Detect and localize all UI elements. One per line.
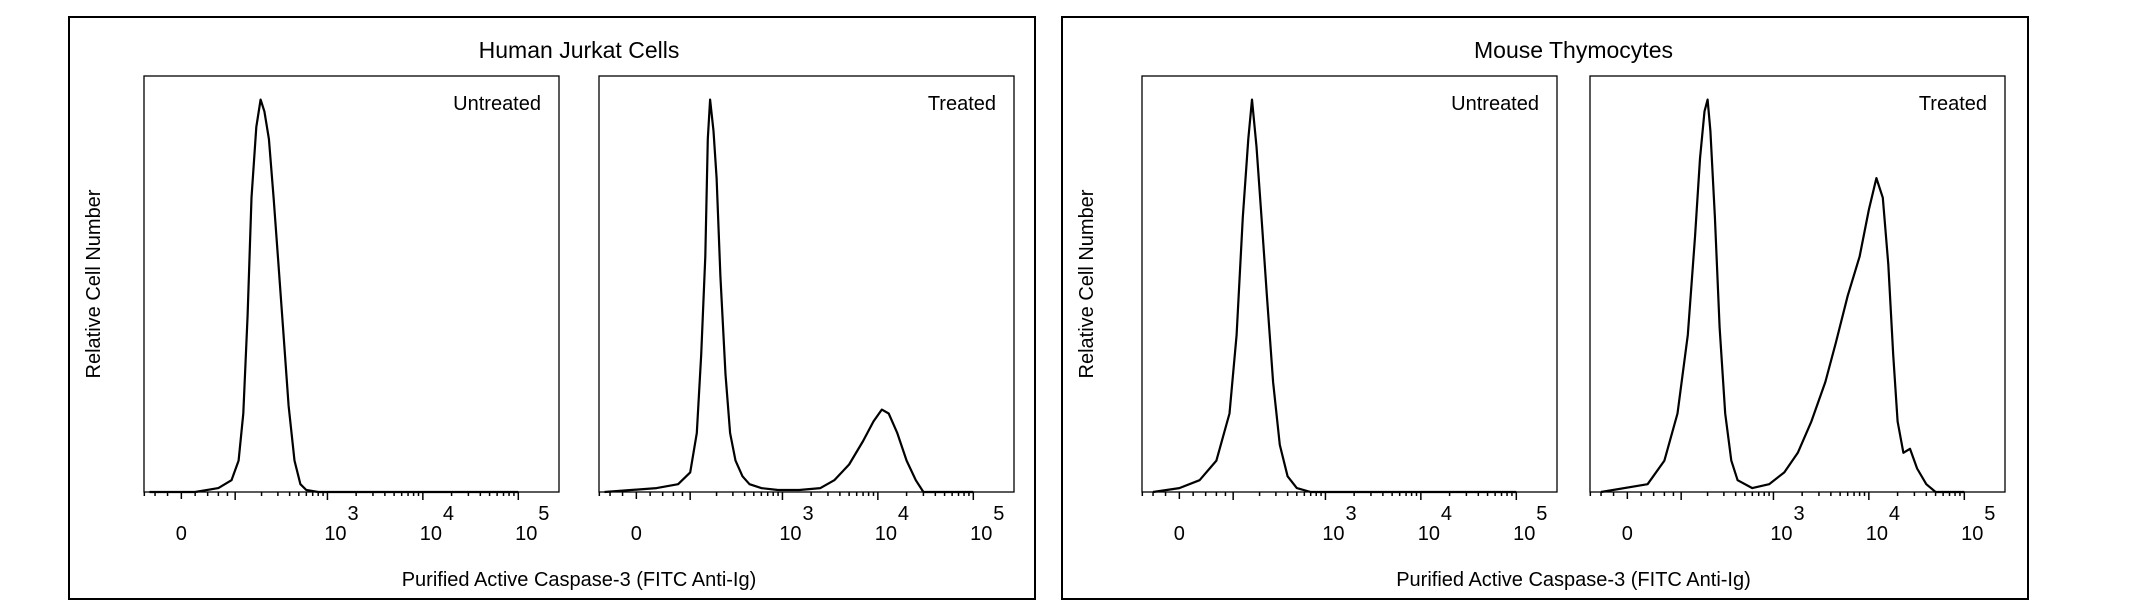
tick-base: 10 bbox=[1961, 523, 1983, 545]
x-tick-label: 103 bbox=[1322, 503, 1356, 545]
plot-frame bbox=[143, 75, 560, 493]
tick-base: 0 bbox=[1174, 523, 1185, 545]
group-frame bbox=[1061, 16, 2029, 600]
plot-frame bbox=[1141, 75, 1558, 493]
tick-exponent: 4 bbox=[898, 503, 909, 525]
tick-base: 10 bbox=[420, 523, 442, 545]
x-tick-label: 104 bbox=[420, 503, 454, 545]
x-tick-label: 0 bbox=[631, 523, 642, 545]
x-tick-label: 105 bbox=[1961, 503, 1995, 545]
histogram-curve bbox=[1600, 98, 1965, 494]
tick-base: 0 bbox=[1622, 523, 1633, 545]
x-axis-label: Purified Active Caspase-3 (FITC Anti-Ig) bbox=[402, 569, 757, 591]
x-tick-label: 0 bbox=[1622, 523, 1633, 545]
histogram-curve bbox=[1152, 98, 1517, 494]
tick-base: 10 bbox=[779, 523, 801, 545]
tick-base: 10 bbox=[1322, 523, 1344, 545]
tick-base: 0 bbox=[176, 523, 187, 545]
x-axis-ticks bbox=[1589, 492, 1966, 500]
x-axis-ticks bbox=[143, 492, 520, 500]
x-tick-label: 103 bbox=[1770, 503, 1804, 545]
tick-exponent: 4 bbox=[1441, 503, 1452, 525]
group-title: Mouse Thymocytes bbox=[1474, 37, 1673, 63]
x-tick-label: 103 bbox=[779, 503, 813, 545]
tick-base: 10 bbox=[1866, 523, 1888, 545]
x-axis-ticks bbox=[1141, 492, 1518, 500]
histogram-curve bbox=[604, 98, 974, 494]
panel-label: Treated bbox=[928, 93, 996, 115]
y-axis-label: Relative Cell Number bbox=[83, 189, 105, 378]
y-axis-label: Relative Cell Number bbox=[1076, 189, 1098, 378]
x-tick-label: 105 bbox=[1513, 503, 1547, 545]
x-tick-label: 103 bbox=[324, 503, 358, 545]
tick-base: 10 bbox=[970, 523, 992, 545]
chart-group-1: Human Jurkat Cells Purified Active Caspas… bbox=[68, 16, 1036, 600]
x-tick-label: 104 bbox=[1418, 503, 1452, 545]
plot-frame bbox=[598, 75, 1015, 493]
tick-base: 0 bbox=[631, 523, 642, 545]
panel-label: Untreated bbox=[1451, 93, 1539, 115]
tick-exponent: 3 bbox=[802, 503, 813, 525]
x-axis-ticks bbox=[598, 492, 975, 500]
group-title: Human Jurkat Cells bbox=[479, 37, 680, 63]
x-tick-label: 105 bbox=[515, 503, 549, 545]
panel-label: Treated bbox=[1919, 93, 1987, 115]
tick-exponent: 5 bbox=[1984, 503, 1995, 525]
tick-base: 10 bbox=[324, 523, 346, 545]
tick-base: 10 bbox=[1513, 523, 1535, 545]
x-tick-label: 0 bbox=[1174, 523, 1185, 545]
tick-exponent: 3 bbox=[347, 503, 358, 525]
x-tick-label: 104 bbox=[875, 503, 909, 545]
x-axis-label: Purified Active Caspase-3 (FITC Anti-Ig) bbox=[1396, 569, 1751, 591]
x-tick-label: 0 bbox=[176, 523, 187, 545]
tick-exponent: 5 bbox=[1536, 503, 1547, 525]
tick-exponent: 4 bbox=[443, 503, 454, 525]
histogram-curve bbox=[149, 98, 519, 494]
tick-base: 10 bbox=[515, 523, 537, 545]
x-tick-label: 104 bbox=[1866, 503, 1900, 545]
tick-exponent: 3 bbox=[1793, 503, 1804, 525]
chart-group-2: Mouse Thymocytes Purified Active Caspase-… bbox=[1061, 16, 2029, 600]
tick-base: 10 bbox=[1418, 523, 1440, 545]
tick-exponent: 3 bbox=[1345, 503, 1356, 525]
panel-label: Untreated bbox=[453, 93, 541, 115]
x-tick-label: 105 bbox=[970, 503, 1004, 545]
tick-exponent: 5 bbox=[538, 503, 549, 525]
plot-frame bbox=[1589, 75, 2006, 493]
tick-base: 10 bbox=[1770, 523, 1792, 545]
group-frame bbox=[68, 16, 1036, 600]
tick-base: 10 bbox=[875, 523, 897, 545]
tick-exponent: 5 bbox=[993, 503, 1004, 525]
tick-exponent: 4 bbox=[1889, 503, 1900, 525]
